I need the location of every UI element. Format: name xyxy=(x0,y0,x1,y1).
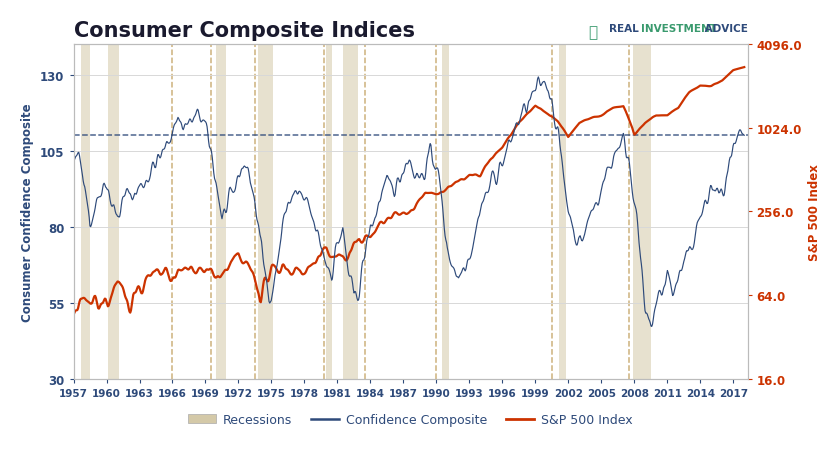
Bar xyxy=(442,45,449,379)
Text: 🛡: 🛡 xyxy=(588,25,597,40)
Bar xyxy=(257,45,274,379)
Bar xyxy=(109,45,119,379)
Bar xyxy=(343,45,358,379)
Bar xyxy=(559,45,566,379)
Y-axis label: Consumer Confidence Composite: Consumer Confidence Composite xyxy=(21,103,34,321)
Bar xyxy=(81,45,90,379)
Bar xyxy=(327,45,332,379)
Text: INVESTMENT: INVESTMENT xyxy=(641,23,717,33)
Text: ADVICE: ADVICE xyxy=(701,23,748,33)
Y-axis label: S&P 500 Index: S&P 500 Index xyxy=(808,164,817,260)
Legend: Recessions, Confidence Composite, S&P 500 Index: Recessions, Confidence Composite, S&P 50… xyxy=(183,408,638,431)
Bar xyxy=(633,45,651,379)
Text: Consumer Composite Indices: Consumer Composite Indices xyxy=(74,21,414,41)
Text: REAL: REAL xyxy=(609,23,642,33)
Bar xyxy=(216,45,225,379)
